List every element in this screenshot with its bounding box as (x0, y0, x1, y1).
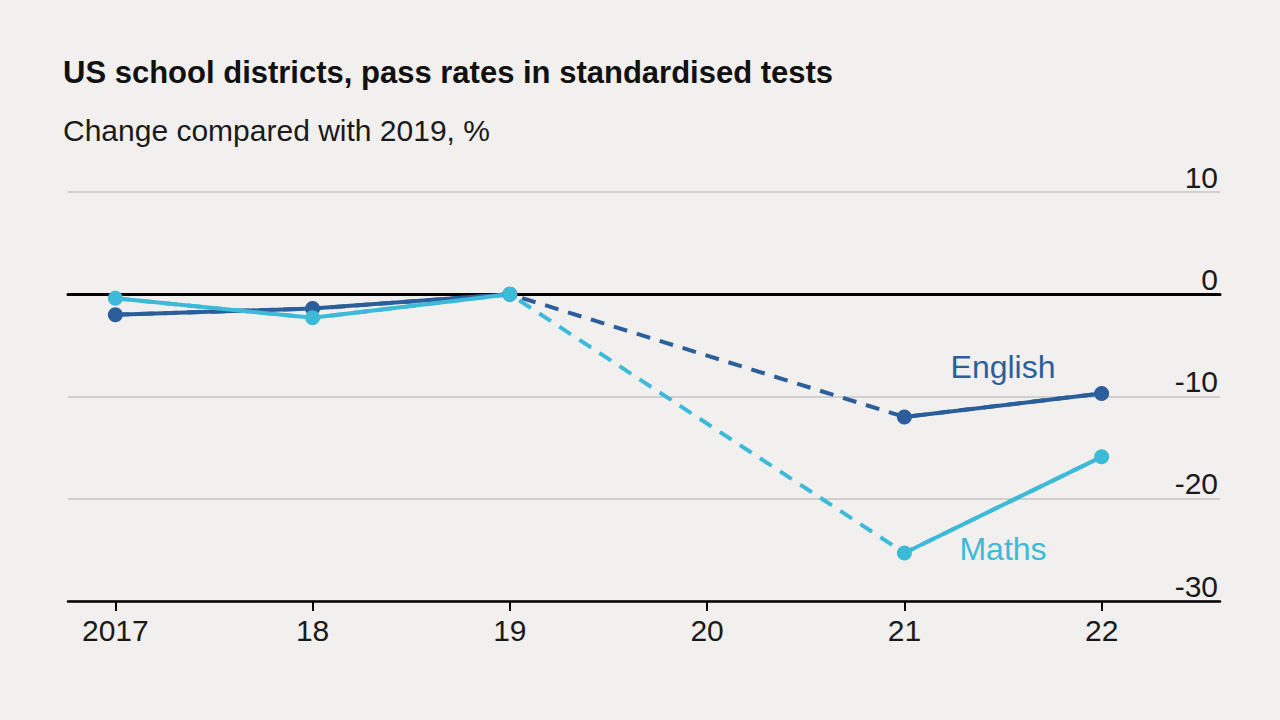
svg-text:-20: -20 (1175, 467, 1218, 500)
svg-text:2017: 2017 (82, 614, 149, 647)
svg-text:0: 0 (1201, 263, 1218, 296)
svg-text:19: 19 (493, 614, 526, 647)
svg-text:10: 10 (1185, 161, 1218, 194)
svg-text:US school districts, pass rate: US school districts, pass rates in stand… (63, 55, 833, 90)
svg-text:English: English (951, 349, 1056, 385)
svg-text:Maths: Maths (959, 531, 1046, 567)
svg-text:-10: -10 (1175, 365, 1218, 398)
svg-text:21: 21 (888, 614, 921, 647)
svg-text:18: 18 (296, 614, 329, 647)
svg-text:-30: -30 (1175, 570, 1218, 603)
svg-text:20: 20 (690, 614, 723, 647)
svg-text:Change compared with 2019, %: Change compared with 2019, % (63, 114, 490, 147)
svg-text:22: 22 (1085, 614, 1118, 647)
